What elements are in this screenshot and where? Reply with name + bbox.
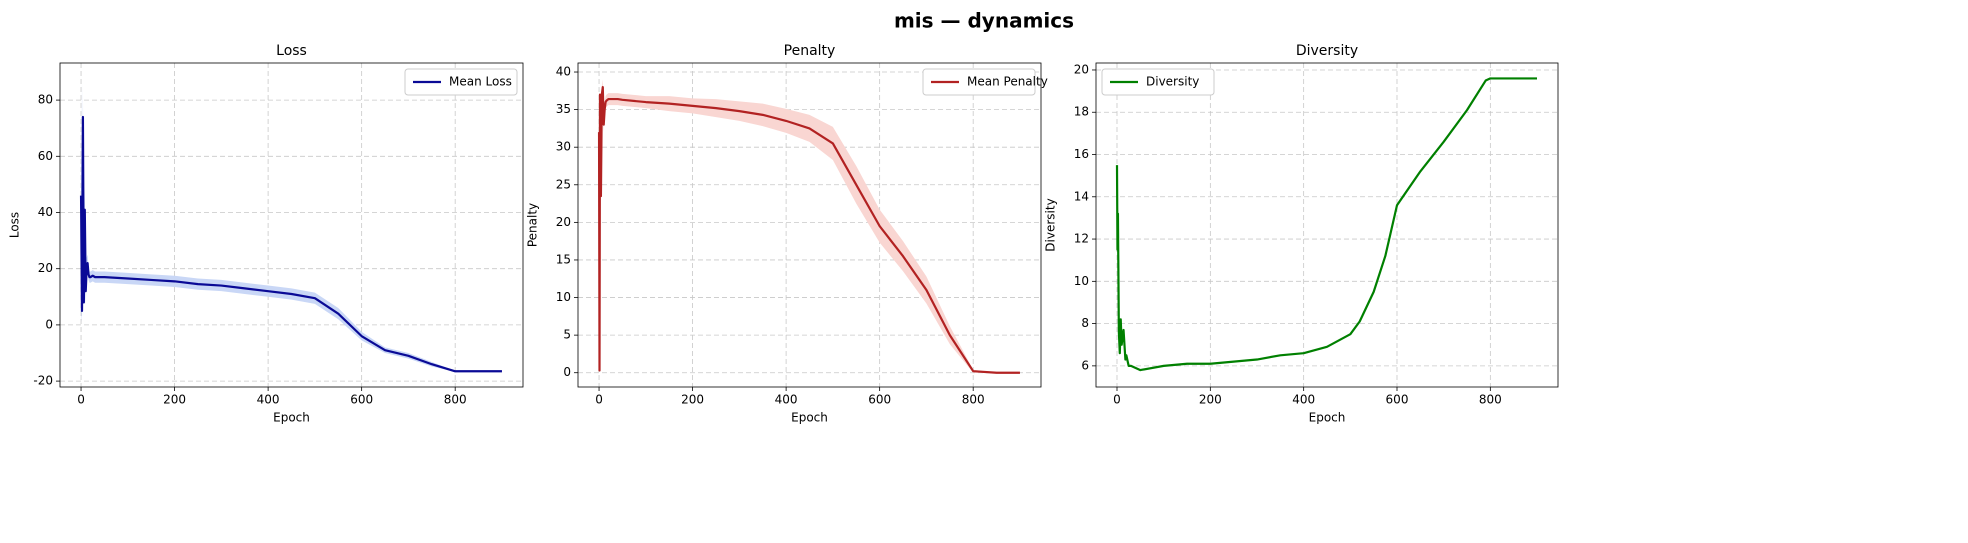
y-tick-label: -20 [33, 374, 53, 388]
y-tick-label: 40 [38, 205, 53, 219]
x-tick-label: 400 [775, 393, 798, 407]
legend-label: Diversity [1146, 75, 1199, 89]
x-tick-label: 600 [868, 393, 891, 407]
legend-label: Mean Loss [449, 75, 512, 89]
y-tick-label: 0 [563, 365, 571, 379]
x-tick-label: 200 [1199, 393, 1222, 407]
series-line [597, 85, 1020, 374]
x-tick-label: 600 [1386, 393, 1409, 407]
x-axis-label: Epoch [791, 411, 828, 425]
y-tick-label: 60 [38, 149, 53, 163]
y-tick-label: 10 [1074, 274, 1089, 288]
series-line [79, 115, 502, 373]
y-tick-label: 0 [45, 317, 53, 331]
y-tick-label: 14 [1074, 189, 1089, 203]
legend-box [404, 68, 518, 96]
y-axis-label: Penalty [526, 203, 540, 247]
y-axis-label: Diversity [1044, 198, 1058, 251]
x-tick-label: 600 [350, 393, 373, 407]
axes-frame [577, 62, 1042, 388]
y-tick-label: 80 [38, 93, 53, 107]
x-tick-label: 800 [962, 393, 985, 407]
y-tick-label: 16 [1074, 147, 1089, 161]
y-tick-label: 20 [556, 215, 571, 229]
x-tick-label: 400 [1292, 393, 1315, 407]
y-tick-label: 15 [556, 252, 571, 266]
x-tick-label: 0 [77, 393, 85, 407]
x-tick-label: 400 [257, 393, 280, 407]
x-tick-label: 0 [595, 393, 603, 407]
axes-frame [1095, 62, 1559, 388]
std-band [81, 83, 502, 372]
y-tick-label: 10 [556, 290, 571, 304]
x-tick-label: 0 [1113, 393, 1121, 407]
x-tick-label: 200 [163, 393, 186, 407]
x-tick-label: 200 [681, 393, 704, 407]
y-tick-label: 30 [556, 140, 571, 154]
subplot-title: Loss [276, 43, 307, 59]
y-tick-label: 12 [1074, 232, 1089, 246]
y-axis-label: Loss [8, 212, 22, 238]
x-tick-label: 800 [444, 393, 467, 407]
figure-title: mis — dynamics [894, 9, 1074, 33]
y-tick-label: 20 [1074, 62, 1089, 76]
legend-box [1101, 68, 1215, 96]
y-tick-label: 6 [1081, 358, 1089, 372]
y-tick-label: 20 [38, 261, 53, 275]
y-tick-label: 35 [556, 102, 571, 116]
x-axis-label: Epoch [273, 411, 310, 425]
std-band [599, 79, 1020, 373]
y-tick-label: 25 [556, 177, 571, 191]
y-tick-label: 8 [1081, 316, 1089, 330]
x-axis-label: Epoch [1309, 411, 1346, 425]
legend-label: Mean Penalty [967, 75, 1048, 89]
y-tick-label: 18 [1074, 105, 1089, 119]
y-tick-label: 40 [556, 65, 571, 79]
x-tick-label: 800 [1479, 393, 1502, 407]
y-tick-label: 5 [563, 328, 571, 342]
series-line [1115, 77, 1537, 372]
subplot-title: Penalty [784, 43, 836, 59]
legend-box [922, 68, 1036, 96]
subplot-title: Diversity [1296, 43, 1358, 59]
axes-frame [59, 62, 524, 388]
